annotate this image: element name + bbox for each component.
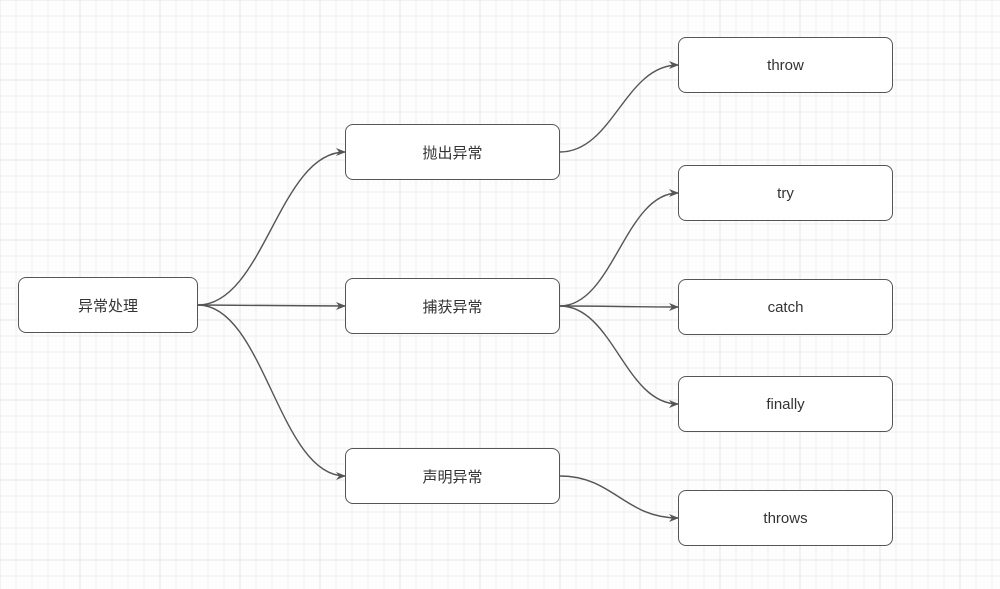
node-label: catch — [768, 299, 804, 316]
node-label: 声明异常 — [422, 466, 482, 487]
node-catch: catch — [678, 279, 893, 335]
node-label: 抛出异常 — [422, 142, 482, 163]
node-throws: throws — [678, 490, 893, 546]
node-catchex: 捕获异常 — [345, 278, 560, 334]
node-try: try — [678, 165, 893, 221]
node-label: finally — [766, 396, 804, 413]
node-label: try — [777, 185, 794, 202]
node-finally: finally — [678, 376, 893, 432]
node-throw: throw — [678, 37, 893, 93]
node-root: 异常处理 — [18, 277, 198, 333]
node-declex: 声明异常 — [345, 448, 560, 504]
node-label: throws — [763, 510, 807, 527]
node-label: throw — [767, 57, 804, 74]
node-label: 捕获异常 — [422, 296, 482, 317]
node-label: 异常处理 — [78, 295, 138, 316]
node-throwex: 抛出异常 — [345, 124, 560, 180]
diagram-canvas: 异常处理 抛出异常捕获异常声明异常 throw try catch finally thro… — [0, 0, 1000, 589]
